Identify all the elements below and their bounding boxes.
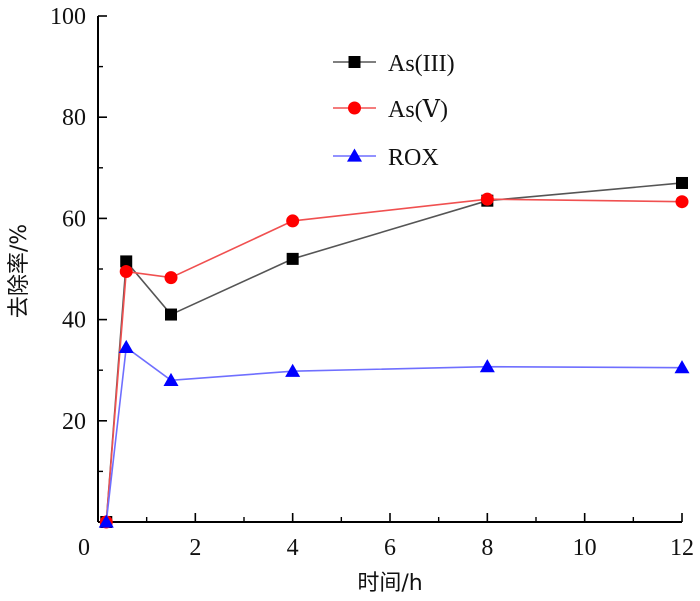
x-tick-label: 2 xyxy=(189,535,201,561)
data-point-triangle xyxy=(479,359,495,373)
legend-label: ROX xyxy=(388,145,439,171)
data-point-circle xyxy=(286,214,300,228)
data-point-circle xyxy=(675,195,689,209)
origin-tick-label: 0 xyxy=(78,535,90,561)
legend-entry: As(III) xyxy=(333,51,455,77)
data-point-triangle xyxy=(118,339,134,354)
legend-entry: As(Ⅴ) xyxy=(333,97,448,123)
ticks: 024681012204060801000 xyxy=(50,4,694,561)
legend-marker-triangle xyxy=(347,148,362,162)
legend-entry: ROX xyxy=(333,145,439,171)
x-tick-label: 10 xyxy=(573,535,597,561)
legend-marker-square xyxy=(348,56,361,68)
data-point-square xyxy=(120,255,133,268)
data-point-triangle xyxy=(98,514,114,528)
y-tick-label: 60 xyxy=(62,206,86,232)
y-tick-label: 20 xyxy=(62,409,86,435)
series-line xyxy=(105,182,683,523)
data-point-square xyxy=(165,308,177,321)
data-point-triangle xyxy=(285,363,301,377)
axes xyxy=(97,16,682,523)
series-triangle xyxy=(98,339,690,528)
legend-marker-circle xyxy=(348,101,361,115)
y-axis-title: 去除率/% xyxy=(7,224,32,318)
x-tick-label: 6 xyxy=(384,535,396,561)
y-tick-label: 40 xyxy=(62,308,86,334)
data-point-circle xyxy=(164,271,178,285)
legend: As(III) As(Ⅴ) ROX xyxy=(333,51,455,171)
legend-label: As(III) xyxy=(388,51,455,77)
data-point-square xyxy=(286,252,299,265)
y-tick-label: 100 xyxy=(50,4,86,30)
data-point-triangle xyxy=(163,372,179,386)
data-point-square xyxy=(676,176,688,189)
data-point-circle xyxy=(480,192,494,206)
x-tick-label: 12 xyxy=(670,535,694,561)
x-tick-label: 8 xyxy=(481,535,493,561)
x-axis-title: 时间/h xyxy=(357,571,422,596)
series-layer xyxy=(98,176,690,529)
y-tick-label: 80 xyxy=(62,105,86,131)
x-tick-label: 4 xyxy=(287,535,299,561)
series-square xyxy=(100,176,688,528)
legend-label: As(Ⅴ) xyxy=(388,97,448,123)
series-circle xyxy=(99,192,689,529)
data-point-circle xyxy=(119,265,133,279)
series-line xyxy=(105,198,683,523)
series-line xyxy=(105,345,683,523)
data-point-triangle xyxy=(674,360,690,374)
